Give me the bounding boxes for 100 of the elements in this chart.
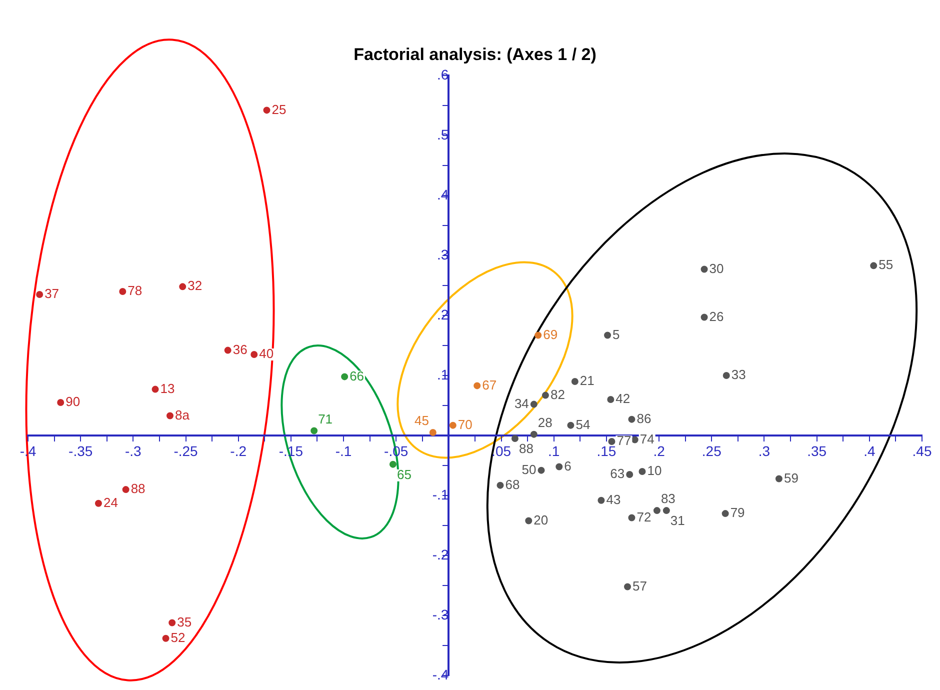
annotation: 86 [636, 410, 652, 426]
annotation: 69 [543, 326, 558, 342]
point [638, 468, 646, 476]
point [94, 500, 102, 507]
x-tick-label: -.1 [335, 442, 352, 459]
point [567, 422, 574, 429]
annotation: 90 [66, 394, 80, 410]
annotation: 6 [564, 458, 572, 474]
point [57, 399, 64, 406]
point [36, 290, 44, 298]
point [496, 482, 504, 489]
annotation: 72 [636, 509, 652, 524]
x-tick-label: .35 [807, 442, 827, 459]
point [534, 332, 542, 339]
x-tick-label: .4 [864, 442, 876, 459]
annotation: 24 [103, 494, 118, 510]
annotation: 67 [482, 377, 497, 392]
point [168, 619, 176, 626]
point [341, 373, 348, 380]
x-tick-label: -.35 [68, 442, 93, 459]
annotation: 68 [505, 476, 520, 492]
annotation: 71 [318, 411, 333, 426]
point [122, 486, 130, 494]
annotation: 42 [616, 391, 630, 406]
annotation: 35 [177, 614, 192, 630]
annotation: 88 [130, 481, 146, 496]
point [179, 283, 186, 290]
point [628, 514, 636, 522]
x-tick-label: -.25 [174, 442, 198, 459]
point [310, 427, 318, 434]
point [722, 510, 729, 518]
x-tick-label: .2 [653, 442, 666, 459]
point [542, 392, 549, 399]
point [870, 262, 878, 270]
point [152, 386, 159, 393]
annotation: 79 [730, 505, 745, 520]
point [429, 429, 436, 436]
point [474, 382, 481, 390]
annotation: 25 [272, 102, 286, 117]
x-tick-label: -.3 [125, 442, 142, 459]
annotation: 10 [647, 463, 662, 478]
point [263, 106, 270, 114]
point [598, 496, 605, 504]
annotation: 50 [522, 462, 536, 477]
annotation: 8a [174, 407, 190, 422]
annotation: 63 [610, 466, 625, 482]
point [624, 583, 632, 590]
annotation: 88 [518, 441, 534, 456]
annotation: 83 [660, 491, 676, 506]
annotation: 37 [44, 286, 60, 302]
point [119, 288, 126, 295]
point [530, 430, 538, 438]
annotation: 32 [188, 278, 202, 294]
annotation: 77 [616, 433, 632, 448]
annotation: 65 [396, 466, 412, 482]
point [250, 350, 258, 358]
annotation: 5 [612, 326, 620, 342]
point [631, 436, 638, 444]
point [628, 416, 636, 423]
x-tick-label: .45 [912, 442, 932, 459]
annotation: 55 [878, 257, 894, 272]
point [700, 314, 708, 321]
point [538, 466, 545, 474]
annotation: 31 [670, 513, 685, 528]
point [608, 438, 616, 446]
annotation: 34 [514, 396, 529, 411]
annotation: 13 [160, 380, 175, 396]
x-tick-label: .3 [758, 442, 770, 459]
annotation: 57 [632, 578, 647, 594]
point [775, 475, 782, 482]
annotation: 70 [458, 416, 472, 432]
chart-title: Factorial analysis: (Axes 1 / 2) [354, 44, 596, 64]
point [607, 396, 614, 404]
annotation: 78 [128, 283, 142, 298]
point [556, 463, 563, 470]
annotation: 59 [784, 470, 798, 486]
point [604, 332, 612, 339]
annotation: 82 [550, 386, 565, 402]
annotation: 74 [640, 431, 654, 446]
point [525, 517, 532, 524]
annotation: 33 [731, 367, 746, 382]
point [511, 435, 518, 442]
point [626, 471, 634, 478]
point [653, 507, 660, 514]
point [224, 346, 232, 354]
annotation: 52 [170, 630, 186, 645]
x-tick-label: -.2 [230, 442, 247, 459]
x-tick-label: .1 [548, 442, 560, 459]
point [662, 507, 670, 514]
point [162, 634, 170, 642]
annotation: 54 [576, 416, 590, 432]
annotation: 30 [709, 260, 724, 276]
annotation: 66 [350, 368, 364, 384]
point [571, 378, 578, 385]
annotation: 45 [414, 413, 429, 428]
x-tick-label: .25 [702, 442, 722, 459]
annotation: 40 [259, 346, 274, 362]
annotation: 20 [534, 512, 548, 528]
point [166, 412, 174, 420]
point [530, 400, 538, 408]
